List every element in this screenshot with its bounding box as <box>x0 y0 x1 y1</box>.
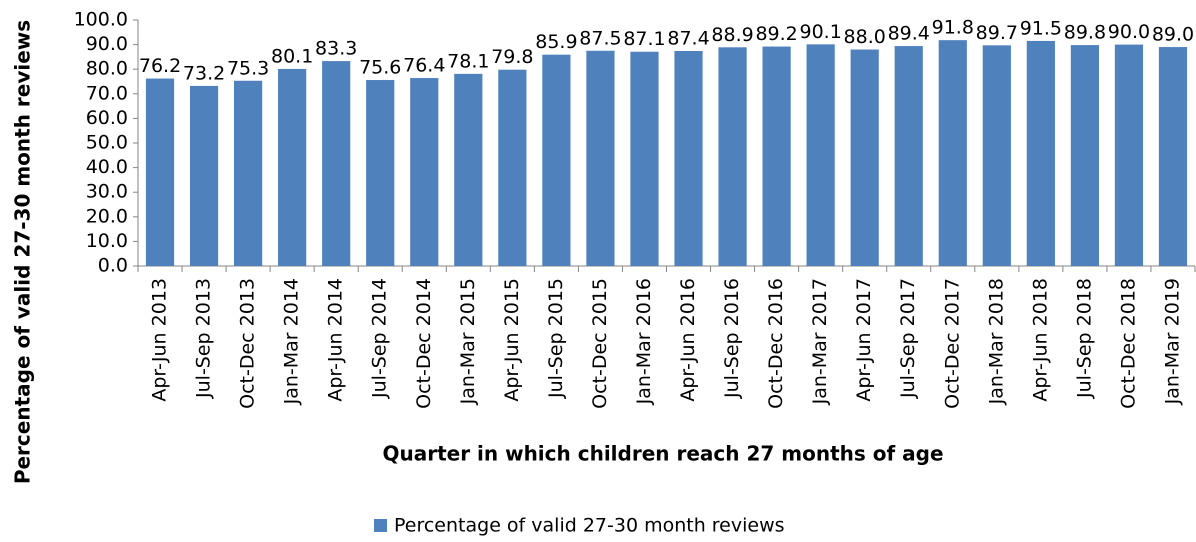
data-label: 89.4 <box>888 23 930 45</box>
x-tick-label: Apr-Jun 2017 <box>853 278 875 402</box>
y-tick-label: 50.0 <box>86 132 128 154</box>
data-label: 75.3 <box>227 57 269 79</box>
data-label: 78.1 <box>447 50 489 72</box>
x-axis-title: Quarter in which children reach 27 month… <box>382 442 943 466</box>
bar <box>145 78 175 266</box>
x-tick-label: Oct-Dec 2016 <box>765 278 787 409</box>
x-tick-label: Apr-Jun 2014 <box>325 278 347 402</box>
legend-swatch <box>374 519 387 532</box>
data-label: 73.2 <box>183 62 225 84</box>
y-tick-label: 70.0 <box>86 82 128 104</box>
y-tick-label: 30.0 <box>86 181 128 203</box>
y-tick-label: 0.0 <box>98 255 128 277</box>
data-label: 89.2 <box>755 23 797 45</box>
bar <box>630 51 659 266</box>
x-tick-label: Apr-Jun 2018 <box>1029 278 1051 402</box>
bar <box>454 73 483 267</box>
x-tick-label: Oct-Dec 2015 <box>589 278 611 409</box>
x-tick-label: Oct-Dec 2014 <box>413 278 435 409</box>
x-tick-label: Oct-Dec 2017 <box>941 278 963 409</box>
data-label: 89.7 <box>976 22 1018 44</box>
data-label: 87.5 <box>579 27 621 49</box>
x-tick-label: Apr-Jun 2016 <box>677 278 699 402</box>
data-label: 80.1 <box>271 45 313 67</box>
y-axis-title: Percentage of valid 27-30 month reviews <box>11 20 35 484</box>
y-tick-label: 40.0 <box>86 156 128 178</box>
bar <box>278 68 307 266</box>
y-tick-label: 90.0 <box>86 33 128 55</box>
data-label: 89.8 <box>1064 22 1106 44</box>
x-tick-label: Jul-Sep 2014 <box>369 278 391 399</box>
x-tick-label: Jan-Mar 2019 <box>1161 278 1183 405</box>
data-label: 85.9 <box>535 31 577 53</box>
data-label: 89.0 <box>1152 24 1194 46</box>
data-label: 91.8 <box>932 17 974 39</box>
bar <box>1070 45 1099 267</box>
bar <box>982 45 1011 267</box>
x-tick-label: Apr-Jun 2013 <box>149 278 171 402</box>
legend-label: Percentage of valid 27-30 month reviews <box>394 515 785 537</box>
x-tick-label: Jul-Sep 2015 <box>545 278 567 399</box>
bar <box>938 40 967 267</box>
x-tick-label: Apr-Jun 2015 <box>501 278 523 402</box>
data-label: 88.0 <box>844 26 886 48</box>
y-tick-label: 20.0 <box>86 205 128 227</box>
bar <box>674 50 703 266</box>
bar <box>1158 47 1188 267</box>
bar <box>234 80 263 267</box>
x-tick-label: Jan-Mar 2015 <box>457 278 479 405</box>
x-tick-label: Jul-Sep 2018 <box>1073 278 1095 399</box>
x-tick-label: Jul-Sep 2013 <box>193 278 215 399</box>
data-label: 83.3 <box>315 38 357 60</box>
bar <box>586 50 615 266</box>
data-label: 90.1 <box>799 21 841 43</box>
bar <box>366 80 395 266</box>
bar <box>322 61 351 266</box>
bar <box>410 78 439 266</box>
data-label: 90.0 <box>1108 21 1150 43</box>
x-tick-label: Jul-Sep 2017 <box>897 278 919 399</box>
bar <box>806 44 835 266</box>
x-tick-label: Jan-Mar 2018 <box>985 278 1007 405</box>
data-label: 76.2 <box>139 55 181 77</box>
data-label: 91.5 <box>1020 17 1062 39</box>
data-label: 75.6 <box>359 57 401 79</box>
x-tick-label: Jan-Mar 2016 <box>633 278 655 405</box>
bar <box>850 49 879 266</box>
data-label: 87.1 <box>623 28 665 50</box>
data-label: 76.4 <box>403 55 445 77</box>
bar <box>542 54 571 266</box>
bar <box>1026 40 1055 266</box>
bar <box>189 85 219 266</box>
data-label: 88.9 <box>711 24 753 46</box>
bar <box>894 46 923 266</box>
y-tick-label: 60.0 <box>86 107 128 129</box>
x-tick-label: Oct-Dec 2013 <box>237 278 259 409</box>
bar <box>1114 44 1144 266</box>
bar <box>498 69 527 266</box>
x-tick-label: Jul-Sep 2016 <box>721 278 743 399</box>
y-tick-label: 100.0 <box>74 9 128 31</box>
x-tick-label: Jan-Mar 2014 <box>281 278 303 405</box>
bar <box>762 46 791 267</box>
data-label: 79.8 <box>491 46 533 68</box>
x-tick-label: Oct-Dec 2018 <box>1117 278 1139 409</box>
bar <box>718 47 747 266</box>
y-tick-label: 10.0 <box>86 230 128 252</box>
y-tick-label: 80.0 <box>86 58 128 80</box>
x-tick-label: Jan-Mar 2017 <box>809 278 831 405</box>
data-label: 87.4 <box>667 27 709 49</box>
